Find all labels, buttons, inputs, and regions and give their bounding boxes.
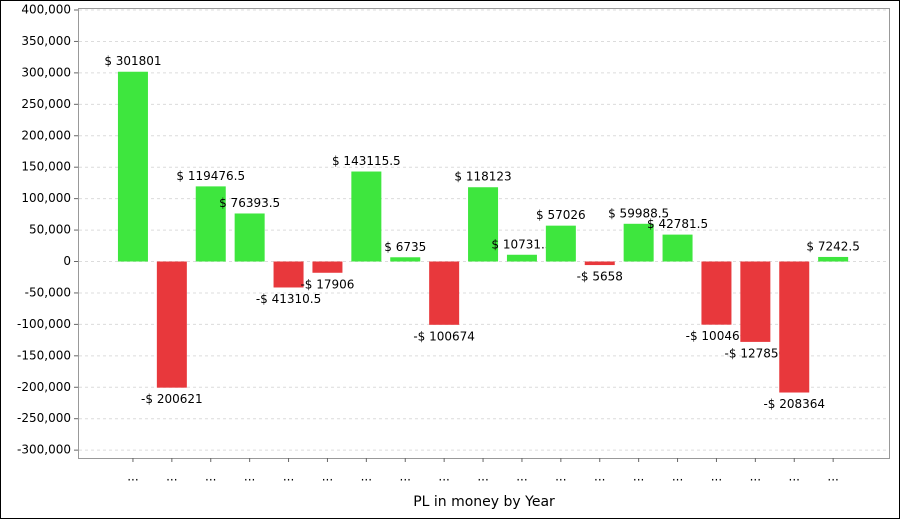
x-tick-label: ... [827,470,838,484]
data-label: $ 143115.5 [332,154,401,168]
y-tick-label: 150,000 [21,160,71,174]
bar [740,261,771,342]
data-label: -$ 200621 [141,392,203,406]
data-label: $ 119476.5 [176,169,245,183]
x-tick-label: ... [205,470,216,484]
x-tick-label: ... [633,470,644,484]
bar [468,187,499,262]
data-label: -$ 127850 [725,346,787,360]
x-axis-title: PL in money by Year [413,494,555,510]
data-label: -$ 5658 [577,270,623,284]
x-tick-label: ... [400,470,411,484]
bar [429,261,460,325]
x-tick-label: ... [438,470,449,484]
bar [779,261,810,393]
y-tick-label: -100,000 [17,317,71,331]
y-tick-label: -250,000 [17,411,71,425]
data-label: $ 118123 [454,170,511,184]
y-tick-label: 350,000 [21,34,71,48]
y-tick-label: 400,000 [21,3,71,17]
bar [117,71,148,262]
y-tick-label: 250,000 [21,97,71,111]
data-label: -$ 100674 [413,329,475,343]
bar [195,186,226,262]
bar [156,261,187,388]
bar [818,256,849,262]
bar [390,257,421,262]
x-tick-label: ... [244,470,255,484]
data-label: $ 76393.5 [219,196,280,210]
data-label: $ 7242.5 [806,239,859,253]
bar [584,261,615,266]
data-label: $ 10731.5 [491,237,552,251]
x-tick-label: ... [477,470,488,484]
bar [545,225,576,262]
bar [312,261,343,273]
y-tick-label: -50,000 [25,285,71,299]
bar [701,261,732,325]
data-label: -$ 100460 [686,329,748,343]
data-label: $ 301801 [104,54,161,68]
bar [351,171,382,262]
bar [662,234,693,262]
data-label: $ 57026 [536,208,586,222]
data-label: -$ 17906 [300,277,354,291]
x-tick-label: ... [789,470,800,484]
x-tick-label: ... [672,470,683,484]
data-label: $ 59988.5 [608,206,669,220]
bar [273,261,304,288]
x-tick-label: ... [361,470,372,484]
y-tick-label: 50,000 [29,223,71,237]
y-tick-label: -150,000 [17,348,71,362]
y-tick-label: 100,000 [21,191,71,205]
bar [623,223,654,262]
x-tick-label: ... [283,470,294,484]
x-tick-label: ... [711,470,722,484]
y-tick-label: -300,000 [17,443,71,457]
data-label: $ 6735 [384,240,426,254]
bar [506,254,537,262]
x-tick-label: ... [516,470,527,484]
x-tick-label: ... [127,470,138,484]
bar [234,213,265,262]
data-label: $ 42781.5 [647,217,708,231]
y-tick-label: -200,000 [17,380,71,394]
y-tick-label: 0 [63,254,71,268]
x-tick-label: ... [322,470,333,484]
x-tick-label: ... [166,470,177,484]
x-tick-label: ... [750,470,761,484]
data-label: -$ 41310.5 [256,292,321,306]
y-tick-label: 200,000 [21,128,71,142]
x-tick-label: ... [594,470,605,484]
y-tick-label: 300,000 [21,65,71,79]
data-label: -$ 208364 [763,397,825,411]
x-tick-label: ... [555,470,566,484]
